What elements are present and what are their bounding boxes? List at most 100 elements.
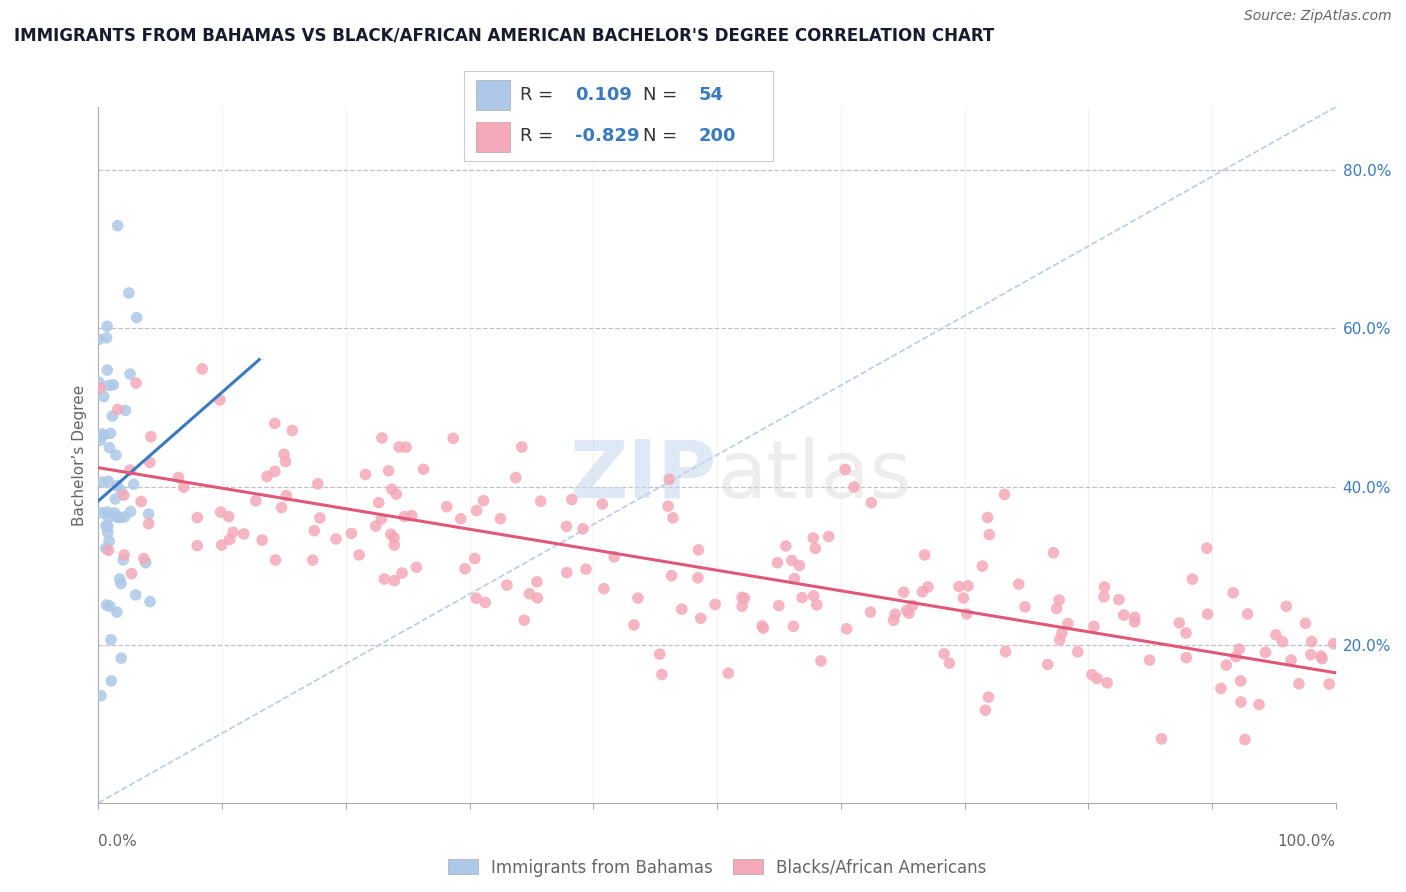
Text: IMMIGRANTS FROM BAHAMAS VS BLACK/AFRICAN AMERICAN BACHELOR'S DEGREE CORRELATION : IMMIGRANTS FROM BAHAMAS VS BLACK/AFRICAN… [14, 27, 994, 45]
Text: N =: N = [644, 128, 683, 145]
Point [112, 548, 135, 562]
Point [125, 588, 148, 602]
Point [112, 553, 135, 567]
Point [901, 599, 924, 613]
Point [412, 462, 434, 476]
Point [1047, 593, 1070, 607]
Point [87, 375, 110, 389]
Point [972, 559, 994, 574]
Point [688, 542, 710, 557]
Point [191, 362, 214, 376]
Point [1317, 677, 1340, 691]
Point [555, 566, 578, 580]
Point [104, 448, 127, 462]
Point [139, 455, 162, 469]
Point [367, 495, 389, 509]
Point [94, 541, 117, 556]
Point [105, 510, 128, 524]
Point [256, 469, 278, 483]
Point [373, 572, 395, 586]
Point [768, 599, 790, 613]
Point [1150, 731, 1173, 746]
Point [110, 651, 132, 665]
Point [381, 482, 404, 496]
Point [952, 591, 974, 605]
Point [842, 480, 865, 494]
Point [301, 553, 323, 567]
Point [308, 511, 330, 525]
Point [1236, 607, 1258, 621]
Point [1123, 610, 1146, 624]
Text: 200: 200 [699, 128, 737, 145]
Point [276, 489, 298, 503]
Point [974, 703, 997, 717]
Point [98, 378, 121, 392]
Point [860, 496, 883, 510]
Text: R =: R = [520, 128, 558, 145]
Point [97, 519, 120, 533]
Point [112, 488, 135, 502]
Point [97, 510, 120, 524]
Point [1036, 657, 1059, 672]
Point [783, 572, 806, 586]
Point [129, 494, 152, 508]
Point [304, 524, 326, 538]
Point [108, 510, 131, 524]
Point [893, 585, 915, 599]
Point [89, 429, 111, 443]
Point [104, 491, 127, 506]
Point [118, 285, 141, 300]
Point [1112, 607, 1135, 622]
Point [394, 509, 416, 524]
Point [1095, 675, 1118, 690]
Point [270, 500, 292, 515]
Point [465, 591, 488, 606]
Point [125, 310, 148, 325]
Point [340, 526, 363, 541]
Point [405, 560, 427, 574]
Point [472, 493, 495, 508]
Point [382, 538, 405, 552]
Point [896, 603, 918, 617]
Point [1083, 619, 1105, 633]
Point [651, 667, 673, 681]
Point [859, 605, 882, 619]
Point [513, 613, 536, 627]
Point [208, 392, 231, 407]
Point [104, 506, 127, 520]
Point [1279, 653, 1302, 667]
Point [1295, 616, 1317, 631]
Point [388, 440, 411, 454]
Point [526, 574, 548, 589]
Point [281, 424, 304, 438]
Point [648, 647, 671, 661]
Point [354, 467, 377, 482]
Point [976, 510, 998, 524]
Point [454, 562, 477, 576]
Point [380, 527, 402, 541]
Point [956, 579, 979, 593]
Point [489, 511, 512, 525]
Point [274, 454, 297, 468]
Point [780, 553, 803, 567]
Point [382, 574, 405, 588]
Point [932, 647, 955, 661]
Point [1008, 577, 1031, 591]
Point [817, 529, 839, 543]
Point [1310, 649, 1333, 664]
Point [662, 511, 685, 525]
Point [138, 516, 160, 531]
Text: atlas: atlas [717, 437, 911, 515]
Point [897, 606, 920, 620]
Point [752, 621, 775, 635]
Point [1323, 637, 1346, 651]
Point [1310, 651, 1333, 665]
Point [917, 580, 939, 594]
Point [810, 654, 832, 668]
Point [689, 611, 711, 625]
Point [94, 518, 117, 533]
Point [377, 464, 399, 478]
Point [474, 596, 496, 610]
Legend: Immigrants from Bahamas, Blacks/African Americans: Immigrants from Bahamas, Blacks/African … [439, 850, 995, 885]
Point [218, 509, 240, 524]
